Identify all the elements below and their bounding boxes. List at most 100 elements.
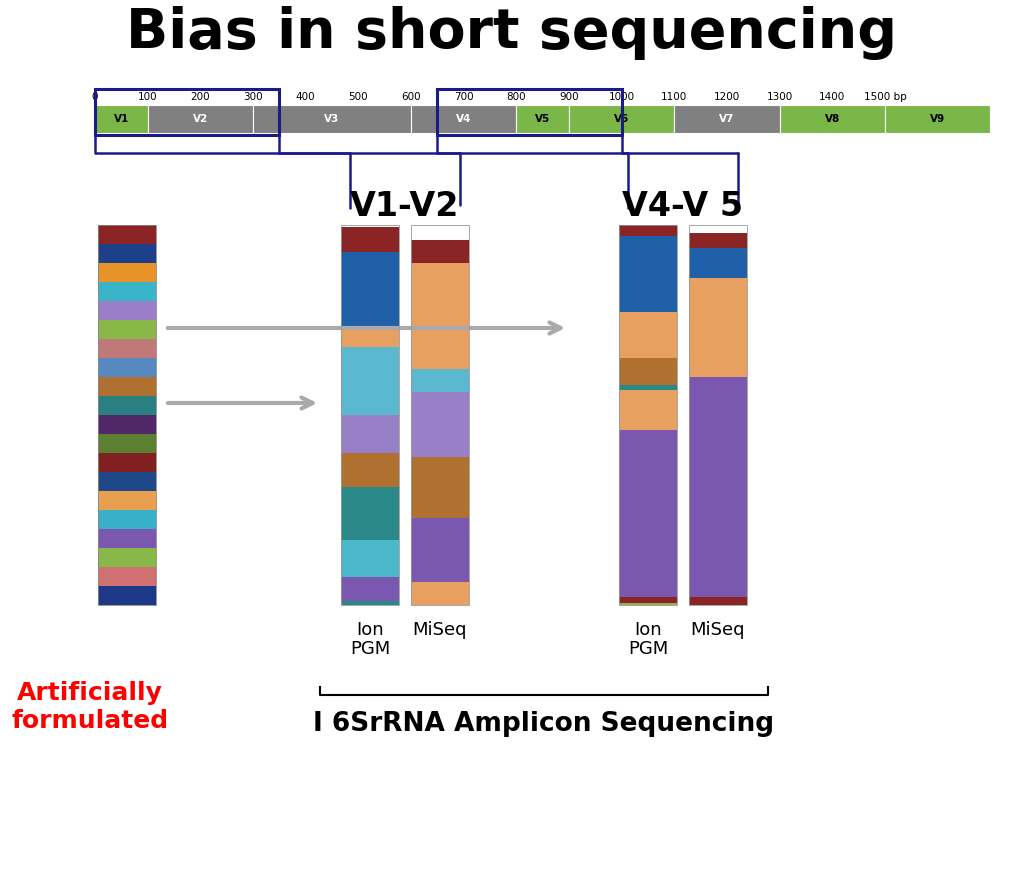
Bar [411,518,469,582]
Text: 800: 800 [507,92,526,102]
Bar [411,105,516,133]
Bar [618,385,677,390]
Bar [411,225,469,605]
Text: V8: V8 [824,114,840,124]
Bar [437,89,622,135]
Text: V9: V9 [930,114,945,124]
Bar [618,597,677,603]
Bar [98,586,156,605]
Text: Ion
PGM: Ion PGM [628,621,668,658]
Text: V4: V4 [456,114,471,124]
Text: Ion
PGM: Ion PGM [350,621,390,658]
Bar [95,105,147,133]
Bar [341,540,399,576]
Text: 900: 900 [559,92,579,102]
Bar [98,377,156,396]
Bar [689,232,746,248]
Bar [689,225,746,605]
Bar [98,567,156,586]
Bar [689,597,746,605]
Bar [618,358,677,385]
Bar [98,263,156,282]
Text: V3: V3 [325,114,340,124]
Bar [411,392,469,457]
Bar [411,263,469,369]
Text: MiSeq: MiSeq [691,621,745,639]
Text: V7: V7 [719,114,734,124]
Bar [98,529,156,548]
Bar [341,251,399,327]
Bar [98,225,156,605]
Bar [779,105,885,133]
Bar [98,415,156,434]
Text: Artificially
formulated: Artificially formulated [11,681,169,732]
Bar [98,320,156,339]
Bar [341,453,399,487]
Bar [98,358,156,377]
Bar [411,240,469,263]
Text: 1000: 1000 [608,92,635,102]
Bar [341,415,399,453]
Bar [98,472,156,491]
Bar [341,576,399,601]
Bar [95,89,280,135]
Bar [341,225,399,605]
Bar [675,105,779,133]
Bar [341,227,399,251]
Bar [618,225,677,237]
Bar [98,396,156,415]
Text: 1400: 1400 [819,92,846,102]
Text: MiSeq: MiSeq [413,621,467,639]
Text: 400: 400 [296,92,315,102]
Bar [341,487,399,540]
Bar [411,582,469,605]
Bar [98,244,156,263]
Bar [618,603,677,605]
Bar [618,313,677,358]
Bar [689,377,746,597]
Text: I 6SrRNA Amplicon Sequencing: I 6SrRNA Amplicon Sequencing [313,711,774,737]
Text: 700: 700 [454,92,473,102]
Bar [618,225,677,605]
Bar [618,237,677,313]
Text: V2: V2 [193,114,208,124]
Bar [98,434,156,453]
Text: Bias in short sequencing: Bias in short sequencing [127,6,897,60]
Text: V1: V1 [114,114,129,124]
Bar [98,453,156,472]
Bar [885,105,990,133]
Bar [341,347,399,415]
Bar [98,339,156,358]
Bar [253,105,411,133]
Bar [569,105,675,133]
Text: V1-V2: V1-V2 [350,190,460,223]
Text: 100: 100 [138,92,158,102]
Bar [98,491,156,510]
Text: 300: 300 [243,92,263,102]
Text: 1500 bp: 1500 bp [863,92,906,102]
Text: V5: V5 [536,114,550,124]
Text: 200: 200 [190,92,210,102]
Text: V4-V 5: V4-V 5 [623,190,743,223]
Text: 500: 500 [348,92,369,102]
Bar [618,390,677,430]
Text: V6: V6 [614,114,630,124]
Text: 1200: 1200 [714,92,740,102]
Bar [411,369,469,392]
Bar [516,105,569,133]
Bar [98,282,156,301]
Bar [341,327,399,347]
Bar [411,457,469,518]
Bar [618,430,677,597]
Bar [147,105,253,133]
Bar [689,248,746,278]
Bar [98,548,156,567]
Text: 1100: 1100 [662,92,687,102]
Bar [689,350,746,377]
Bar [689,278,746,350]
Bar [98,510,156,529]
Text: 0: 0 [92,92,98,102]
Bar [341,601,399,605]
Bar [98,301,156,320]
Text: 600: 600 [401,92,421,102]
